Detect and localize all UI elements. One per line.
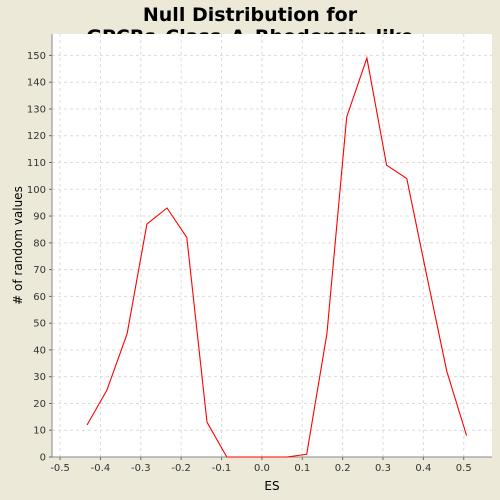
x-tick-label: -0.5 <box>50 463 70 474</box>
y-tick-label: 20 <box>33 399 46 410</box>
y-tick-label: 150 <box>27 51 46 62</box>
x-tick-label: -0.2 <box>171 463 191 474</box>
y-tick-label: 50 <box>33 319 46 330</box>
x-tick-label: -0.3 <box>131 463 151 474</box>
x-tick-label: 0.1 <box>294 463 310 474</box>
plot-area <box>52 34 492 457</box>
y-tick-label: 30 <box>33 372 46 383</box>
y-tick-label: 70 <box>33 265 46 276</box>
x-tick-label: 0.3 <box>375 463 391 474</box>
series-line <box>86 55 468 458</box>
grid-lines <box>52 34 492 458</box>
y-tick-label: 60 <box>33 292 46 303</box>
y-tick-label: 80 <box>33 238 46 249</box>
series-layer <box>86 55 468 458</box>
y-axis-label: # of random values <box>11 186 25 305</box>
x-axis-label: ES <box>264 479 279 493</box>
y-tick-label: 110 <box>27 158 46 169</box>
x-tick-label: 0.5 <box>456 463 472 474</box>
y-tick-label: 10 <box>33 426 46 437</box>
y-tick-label: 140 <box>27 78 46 89</box>
x-tick-label: 0.0 <box>254 463 270 474</box>
y-tick-label: 130 <box>27 104 46 115</box>
y-tick-label: 100 <box>27 185 46 196</box>
x-tick-label: 0.2 <box>335 463 351 474</box>
axes: 0 10 20 30 40 50 60 70 80 90 100 110 120 130 140 150 -0.… <box>27 34 492 474</box>
y-tick-label: 0 <box>40 453 46 464</box>
x-tick-label: 0.4 <box>415 463 431 474</box>
y-tick-label: 40 <box>33 345 46 356</box>
x-tick-label: -0.4 <box>91 463 111 474</box>
x-tick-label: -0.1 <box>212 463 232 474</box>
y-tick-label: 90 <box>33 212 46 223</box>
y-tick-label: 120 <box>27 131 46 142</box>
